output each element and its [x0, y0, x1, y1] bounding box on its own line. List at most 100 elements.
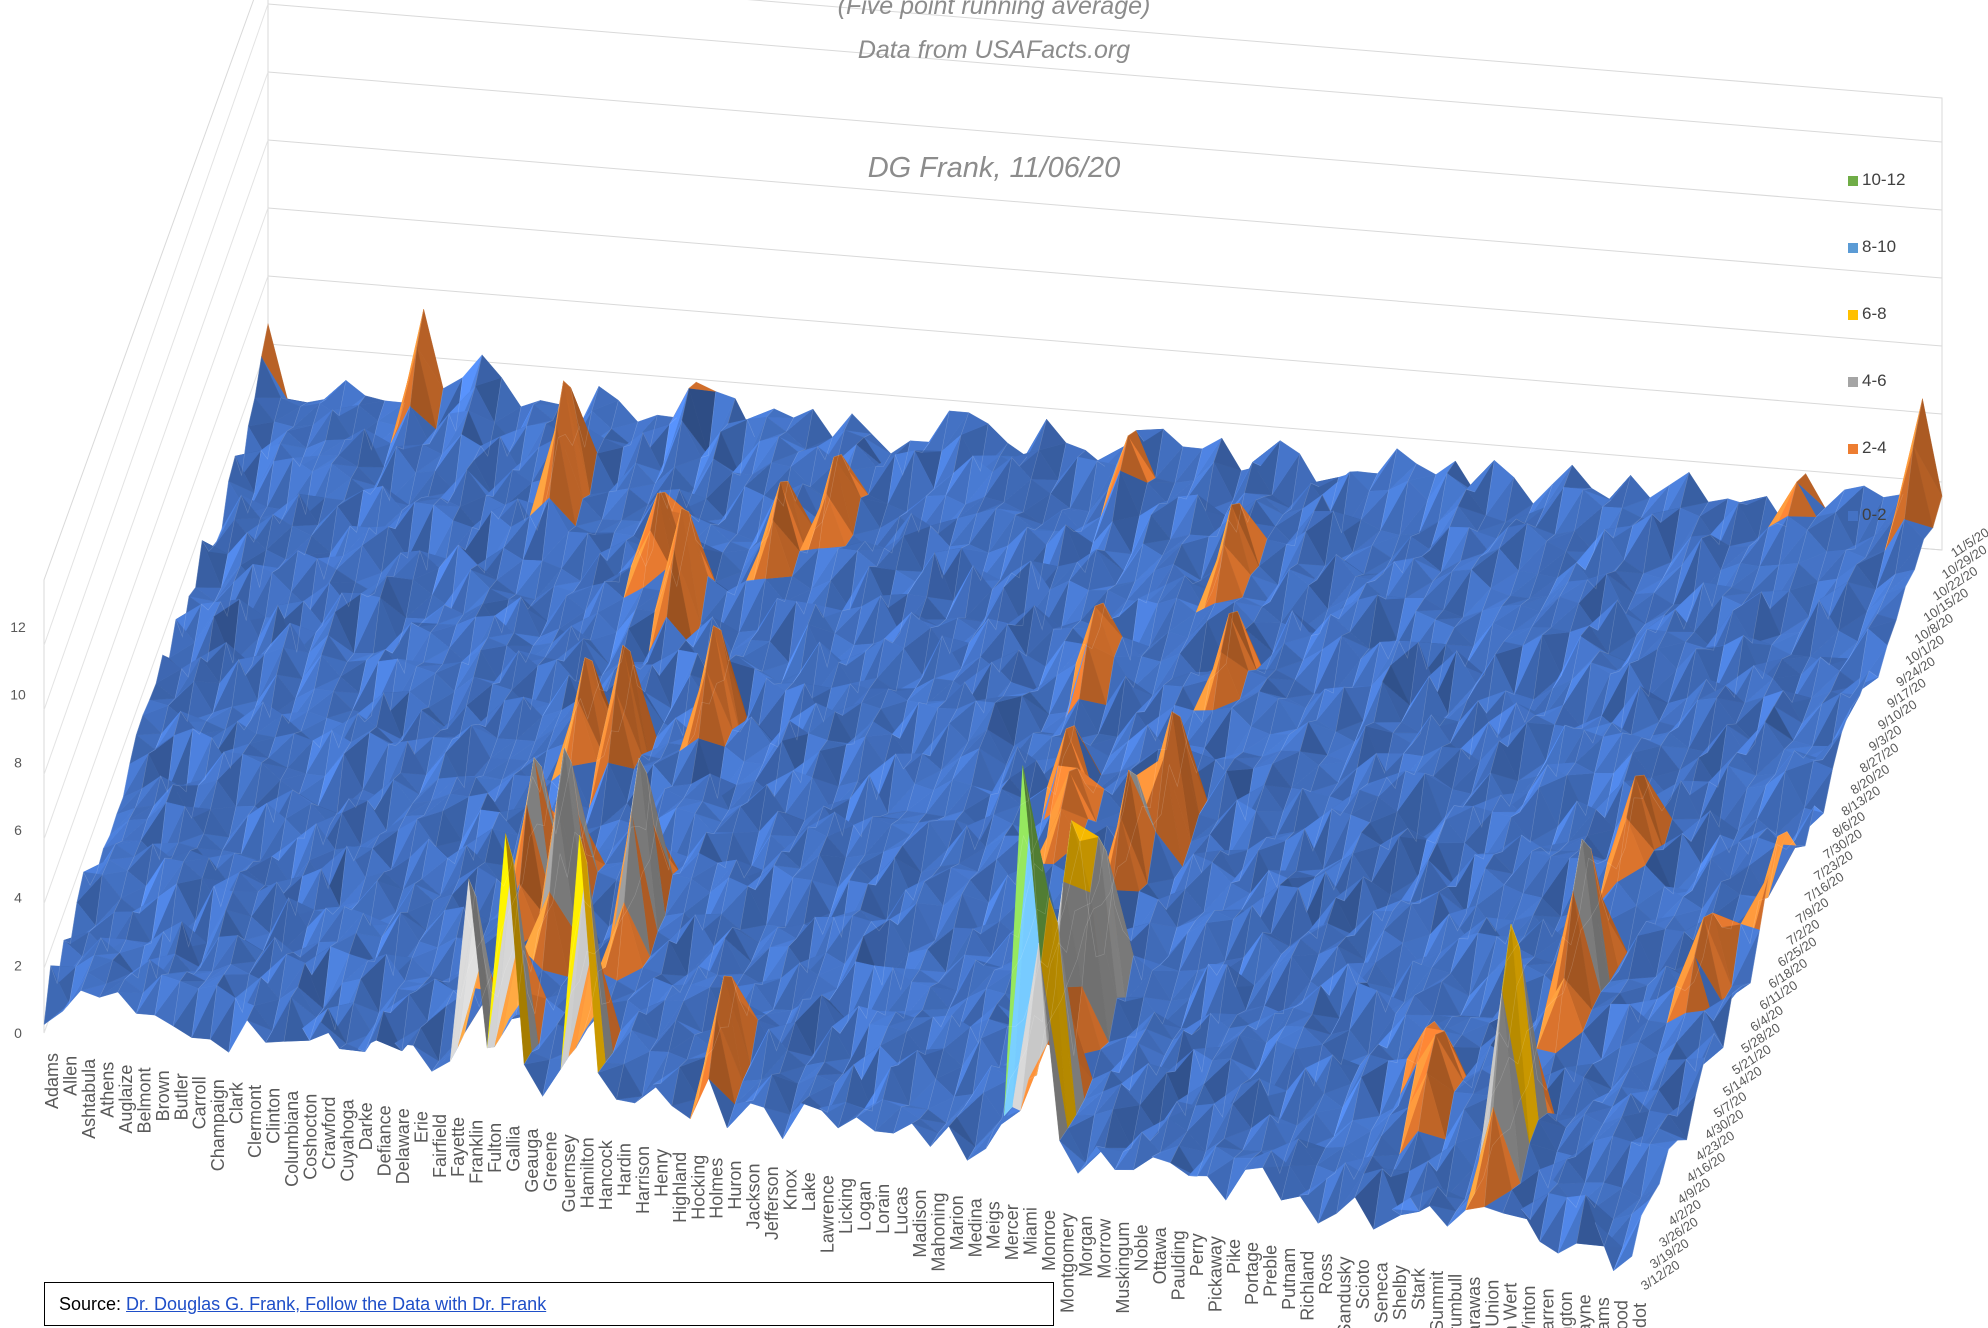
surface-facet [964, 455, 993, 506]
surface-facet [1112, 469, 1140, 522]
surface-facet [635, 432, 663, 472]
surface-facet [1524, 483, 1553, 524]
surface-facet [1643, 513, 1672, 574]
surface-facet [436, 376, 464, 430]
z-gridline [267, 275, 1943, 415]
surface-facet [710, 524, 738, 535]
surface-facet [1673, 538, 1702, 605]
surface-facet [1142, 514, 1171, 545]
surface-facet [1671, 507, 1700, 563]
surface-facet [1738, 496, 1767, 505]
surface-facet [1913, 398, 1943, 497]
surface-facet [286, 457, 313, 511]
surface-facet [848, 443, 877, 471]
surface-facet [526, 404, 554, 427]
surface-facet [984, 457, 1012, 498]
surface-facet [1653, 564, 1683, 594]
surface-facet [338, 379, 366, 417]
surface-facet [331, 455, 358, 467]
surface-facet [1662, 536, 1692, 579]
surface-facet [995, 502, 1024, 513]
surface-facet [693, 431, 721, 489]
surface-facet [1174, 446, 1203, 484]
surface-facet [705, 458, 734, 500]
surface-facet [1283, 483, 1312, 515]
surface-facet [960, 544, 989, 554]
surface-facet [863, 433, 892, 454]
surface-facet [434, 434, 462, 472]
surface-facet [280, 397, 307, 403]
surface-facet [300, 398, 327, 407]
surface-facet [1382, 536, 1411, 574]
surface-facet [441, 410, 469, 455]
z-gridline-side [43, 3, 269, 646]
surface-facet [1796, 473, 1826, 509]
surface-facet [980, 545, 1009, 581]
surface-facet [1022, 478, 1051, 513]
surface-facet [1759, 515, 1789, 567]
surface-facet [1123, 514, 1152, 572]
surface-facet [563, 380, 591, 495]
surface-facet [1778, 515, 1808, 566]
surface-facet [1104, 520, 1132, 555]
surface-facet [1115, 543, 1144, 586]
surface-facet [1660, 472, 1690, 523]
surface-facet [744, 462, 772, 487]
surface-facet [872, 516, 900, 552]
surface-facet [1621, 474, 1651, 509]
surface-facet [1490, 548, 1519, 589]
surface-facet [1816, 489, 1845, 517]
surface-facet [802, 483, 830, 501]
surface-facet [1563, 464, 1593, 489]
surface-facet [633, 490, 661, 536]
surface-facet [1750, 564, 1780, 594]
surface-facet [1576, 529, 1605, 571]
surface-facet [1876, 586, 1906, 615]
surface-facet [1740, 527, 1769, 564]
surface-facet [1729, 502, 1759, 547]
surface-facet [1247, 499, 1276, 527]
surface-facet [713, 430, 741, 476]
surface-facet [1527, 523, 1556, 535]
surface-facet [331, 405, 359, 416]
surface-facet [1308, 554, 1337, 586]
surface-facet [1466, 460, 1495, 493]
surface-facet [1073, 516, 1101, 532]
surface-facet [1380, 480, 1409, 531]
surface-facet [1003, 457, 1032, 503]
surface-facet [1155, 428, 1184, 479]
surface-facet [1457, 488, 1487, 516]
surface-facet [887, 450, 915, 505]
surface-facet [1787, 481, 1817, 518]
surface-facet [273, 397, 301, 423]
surface-facet [1092, 470, 1121, 544]
surface-facet [1565, 530, 1595, 552]
surface-facet [1419, 473, 1448, 534]
surface-facet [505, 469, 533, 506]
surface-facet [1884, 445, 1914, 551]
surface-facet [1410, 521, 1439, 537]
surface-facet [868, 454, 896, 495]
surface-facet [582, 491, 610, 499]
surface-facet [409, 346, 437, 430]
z-gridline [267, 139, 1943, 279]
surface-facet [860, 494, 888, 505]
surface-facet [293, 403, 321, 428]
surface-facet [1604, 525, 1633, 539]
surface-facet [749, 496, 777, 550]
surface-facet [1721, 586, 1751, 597]
surface-facet [1119, 435, 1148, 484]
surface-facet [1250, 565, 1279, 586]
surface-facet [1027, 527, 1055, 532]
surface-facet [357, 428, 385, 468]
surface-facet [1150, 496, 1179, 515]
surface-facet [1582, 487, 1612, 501]
surface-facet [389, 445, 417, 501]
surface-facet [1430, 505, 1459, 551]
surface-facet [1244, 461, 1273, 496]
surface-facet [319, 380, 347, 404]
surface-facet [511, 447, 540, 471]
surface-series [43, 309, 1943, 1272]
surface-facet [933, 434, 962, 489]
